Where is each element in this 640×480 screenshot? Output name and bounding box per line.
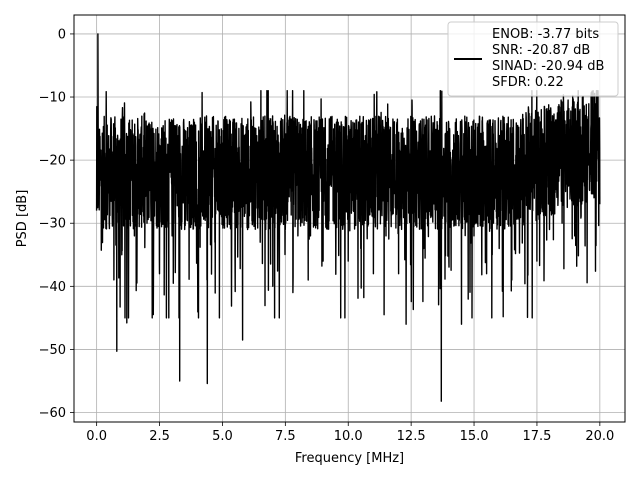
y-tick-label: −50 <box>39 343 66 358</box>
y-tick-label: −20 <box>39 154 66 169</box>
x-tick-label: 7.5 <box>275 429 296 444</box>
y-tick-label: −40 <box>39 280 66 295</box>
y-tick-label: −30 <box>39 217 66 232</box>
y-tick-label: 0 <box>58 27 66 42</box>
x-tick-label: 2.5 <box>149 429 170 444</box>
x-tick-label: 20.0 <box>585 429 614 444</box>
x-tick-label: 17.5 <box>522 429 551 444</box>
legend-entry: ENOB: -3.77 bits SNR: -20.87 dB SINAD: -20… <box>492 27 604 90</box>
series-layer <box>95 33 601 402</box>
legend: ENOB: -3.77 bits SNR: -20.87 dB SINAD: -20… <box>447 21 619 97</box>
psd-series-line <box>95 33 601 402</box>
x-axis-ticks: 0.0 2.5 5.0 7.5 10.0 12.5 15.0 17.5 20.0 <box>86 422 614 444</box>
x-tick-label: 0.0 <box>86 429 107 444</box>
y-tick-label: −60 <box>39 406 66 421</box>
x-axis-label: Frequency [MHz] <box>295 451 404 466</box>
y-axis-ticks: 0 −10 −20 −30 −40 −50 −60 <box>39 27 74 421</box>
x-tick-label: 10.0 <box>334 429 363 444</box>
x-tick-label: 12.5 <box>397 429 426 444</box>
plot-frame <box>73 14 626 423</box>
y-tick-label: −10 <box>39 91 66 106</box>
x-tick-label: 5.0 <box>212 429 233 444</box>
x-tick-label: 15.0 <box>460 429 489 444</box>
legend-box <box>447 21 619 97</box>
y-axis-label: PSD [dB] <box>15 190 30 248</box>
